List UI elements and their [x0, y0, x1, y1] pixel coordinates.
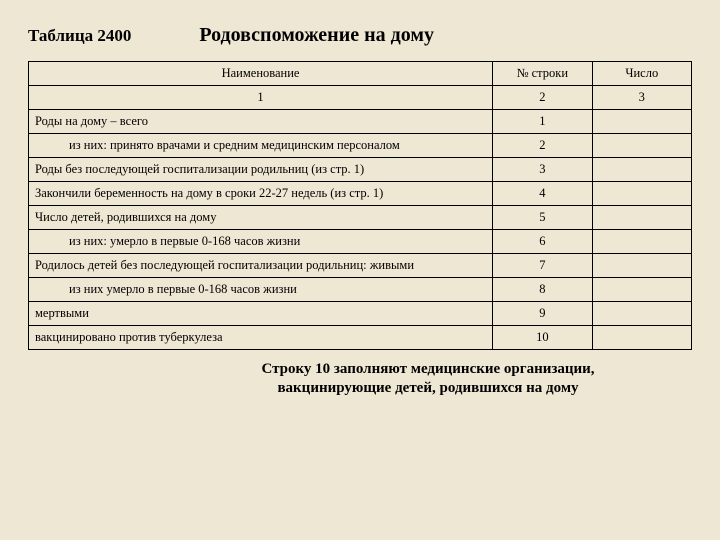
- header-row: Таблица 2400 Родовспоможение на дому: [28, 24, 692, 47]
- row-number: 10: [493, 326, 592, 350]
- table-row: из них умерло в первые 0-168 часов жизни…: [29, 278, 692, 302]
- row-number: 2: [493, 134, 592, 158]
- table-subheader-row: 1 2 3: [29, 86, 692, 110]
- col-header-count: Число: [592, 62, 691, 86]
- row-name: вакцинировано против туберкулеза: [29, 326, 493, 350]
- row-count: [592, 158, 691, 182]
- row-number: 4: [493, 182, 592, 206]
- row-number: 8: [493, 278, 592, 302]
- table-row: из них: умерло в первые 0-168 часов жизн…: [29, 230, 692, 254]
- table-row: Число детей, родившихся на дому5: [29, 206, 692, 230]
- table-row: Роды на дому – всего1: [29, 110, 692, 134]
- table-row: из них: принято врачами и средним медици…: [29, 134, 692, 158]
- row-count: [592, 230, 691, 254]
- row-name: Родилось детей без последующей госпитали…: [29, 254, 493, 278]
- col-sub-rowno: 2: [493, 86, 592, 110]
- table-row: мертвыми9: [29, 302, 692, 326]
- table-body: Роды на дому – всего1из них: принято вра…: [29, 110, 692, 350]
- col-header-name: Наименование: [29, 62, 493, 86]
- row-count: [592, 326, 691, 350]
- row-number: 1: [493, 110, 592, 134]
- row-name: мертвыми: [29, 302, 493, 326]
- row-number: 5: [493, 206, 592, 230]
- row-number: 9: [493, 302, 592, 326]
- row-name: Число детей, родившихся на дому: [29, 206, 493, 230]
- table-header-row: Наименование № строки Число: [29, 62, 692, 86]
- row-number: 6: [493, 230, 592, 254]
- row-name: из них умерло в первые 0-168 часов жизни: [29, 278, 493, 302]
- col-header-rowno: № строки: [493, 62, 592, 86]
- row-count: [592, 134, 691, 158]
- row-number: 7: [493, 254, 592, 278]
- row-count: [592, 302, 691, 326]
- row-count: [592, 206, 691, 230]
- row-count: [592, 110, 691, 134]
- row-name: Закончили беременность на дому в сроки 2…: [29, 182, 493, 206]
- row-name: Роды без последующей госпитализации роди…: [29, 158, 493, 182]
- table-row: Роды без последующей госпитализации роди…: [29, 158, 692, 182]
- table-row: вакцинировано против туберкулеза10: [29, 326, 692, 350]
- table-row: Родилось детей без последующей госпитали…: [29, 254, 692, 278]
- col-sub-count: 3: [592, 86, 691, 110]
- row-name: из них: умерло в первые 0-168 часов жизн…: [29, 230, 493, 254]
- col-sub-name: 1: [29, 86, 493, 110]
- page-title: Родовспоможение на дому: [199, 24, 692, 47]
- row-count: [592, 278, 691, 302]
- footnote: Строку 10 заполняют медицинские организа…: [258, 360, 598, 398]
- row-count: [592, 182, 691, 206]
- table-label: Таблица 2400: [28, 26, 131, 46]
- data-table: Наименование № строки Число 1 2 3 Роды н…: [28, 61, 692, 350]
- table-row: Закончили беременность на дому в сроки 2…: [29, 182, 692, 206]
- row-number: 3: [493, 158, 592, 182]
- row-name: из них: принято врачами и средним медици…: [29, 134, 493, 158]
- row-name: Роды на дому – всего: [29, 110, 493, 134]
- row-count: [592, 254, 691, 278]
